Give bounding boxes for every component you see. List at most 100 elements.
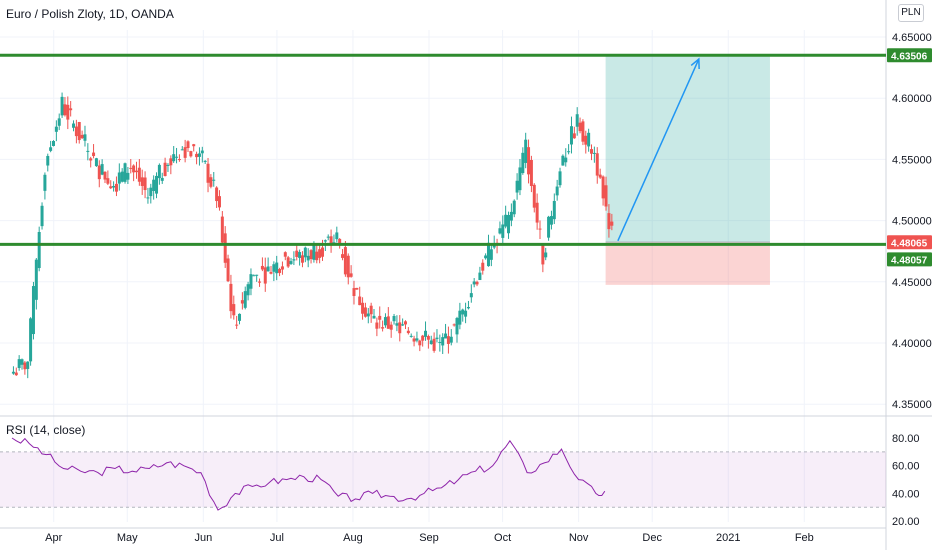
candle-body	[312, 245, 316, 260]
candle-body	[501, 224, 505, 238]
stop-zone	[605, 242, 770, 285]
candle-body	[275, 262, 279, 274]
candle-body	[220, 216, 224, 243]
candle-body	[349, 273, 353, 277]
candle-body	[592, 152, 596, 154]
candle-body	[152, 179, 156, 191]
candle-body	[507, 214, 511, 234]
candle-body	[298, 252, 302, 258]
candle-body	[401, 324, 405, 326]
candle-body	[461, 309, 465, 315]
candle-body	[569, 126, 573, 145]
candle-body	[66, 104, 70, 120]
candle-body	[564, 157, 568, 163]
candle-body	[343, 247, 347, 275]
candle-body	[226, 258, 230, 282]
x-tick-label: Dec	[642, 532, 662, 544]
chart-title: Euro / Polish Zloty, 1D, OANDA	[6, 7, 174, 21]
candle-body	[529, 159, 533, 187]
candle-body	[309, 250, 313, 260]
candle-body	[246, 284, 250, 296]
candle-body	[358, 296, 362, 306]
candle-body	[489, 249, 493, 260]
candle-body	[601, 176, 605, 199]
candle-body	[444, 333, 448, 339]
candle-body	[155, 175, 159, 194]
candle-body	[475, 281, 479, 285]
candle-body	[183, 147, 187, 158]
candle-body	[134, 170, 138, 173]
candle-body	[341, 254, 345, 258]
candle-body	[266, 266, 270, 272]
candle-body	[109, 186, 113, 189]
y-tick-label: 4.55000	[892, 154, 932, 166]
y-tick-label: 4.65000	[892, 32, 932, 44]
x-tick-label: Apr	[45, 532, 62, 544]
y-tick-label: 4.40000	[892, 338, 932, 350]
candle-body	[197, 153, 201, 157]
candle-body	[452, 324, 456, 326]
candle-body	[361, 302, 365, 314]
candle-body	[372, 315, 376, 319]
candle-body	[166, 164, 170, 166]
candle-body	[335, 232, 339, 240]
candle-body	[395, 323, 399, 326]
candle-body	[464, 310, 468, 317]
rsi-y-tick-label: 40.00	[892, 488, 920, 500]
price-tag	[887, 48, 932, 63]
candle-body	[595, 153, 599, 176]
candle-body	[578, 122, 582, 132]
candle-body	[604, 185, 608, 207]
candle-body	[584, 135, 588, 145]
candle-body	[120, 171, 124, 182]
candle-body	[300, 255, 304, 263]
candle-body	[363, 307, 367, 317]
price-tag-label: 4.63506	[891, 51, 928, 62]
candle-body	[555, 186, 559, 196]
candle-body	[289, 261, 293, 264]
candle-body	[381, 327, 385, 329]
y-tick-label: 4.60000	[892, 93, 932, 105]
candle-body	[590, 149, 594, 154]
currency-button[interactable]: PLN	[898, 4, 924, 22]
candle-body	[60, 96, 64, 116]
candle-body	[74, 126, 78, 137]
candle-body	[318, 249, 322, 258]
candle-body	[157, 164, 161, 179]
candle-body	[323, 240, 327, 242]
candle-body	[129, 167, 133, 169]
candle-body	[292, 259, 296, 261]
candle-body	[398, 322, 402, 334]
candle-body	[249, 274, 253, 289]
candle-body	[100, 164, 104, 175]
price-tag-label: 4.48065	[891, 238, 928, 249]
x-tick-label: Feb	[795, 532, 814, 544]
candle-body	[280, 266, 284, 270]
candle-body	[547, 216, 551, 238]
candle-body	[137, 167, 141, 182]
candle-body	[346, 255, 350, 278]
candle-body	[49, 147, 53, 151]
candle-body	[80, 134, 84, 139]
rsi-line	[11, 437, 606, 511]
candle-body	[518, 167, 522, 191]
candle-body	[272, 264, 276, 272]
candle-body	[295, 250, 299, 257]
candle-body	[43, 174, 47, 191]
candle-body	[386, 316, 390, 329]
candle-body	[538, 228, 542, 230]
rsi-y-tick-label: 20.00	[892, 516, 920, 528]
y-tick-label: 4.50000	[892, 216, 932, 228]
candle-body	[203, 160, 207, 162]
candle-body	[132, 165, 136, 173]
x-tick-label: Oct	[494, 532, 511, 544]
projection-arrow	[617, 58, 700, 242]
candle-body	[255, 274, 259, 276]
candle-body	[426, 336, 430, 340]
candle-body	[160, 177, 164, 181]
candle-body	[26, 361, 30, 369]
candle-body	[389, 324, 393, 330]
candle-body	[458, 310, 462, 325]
